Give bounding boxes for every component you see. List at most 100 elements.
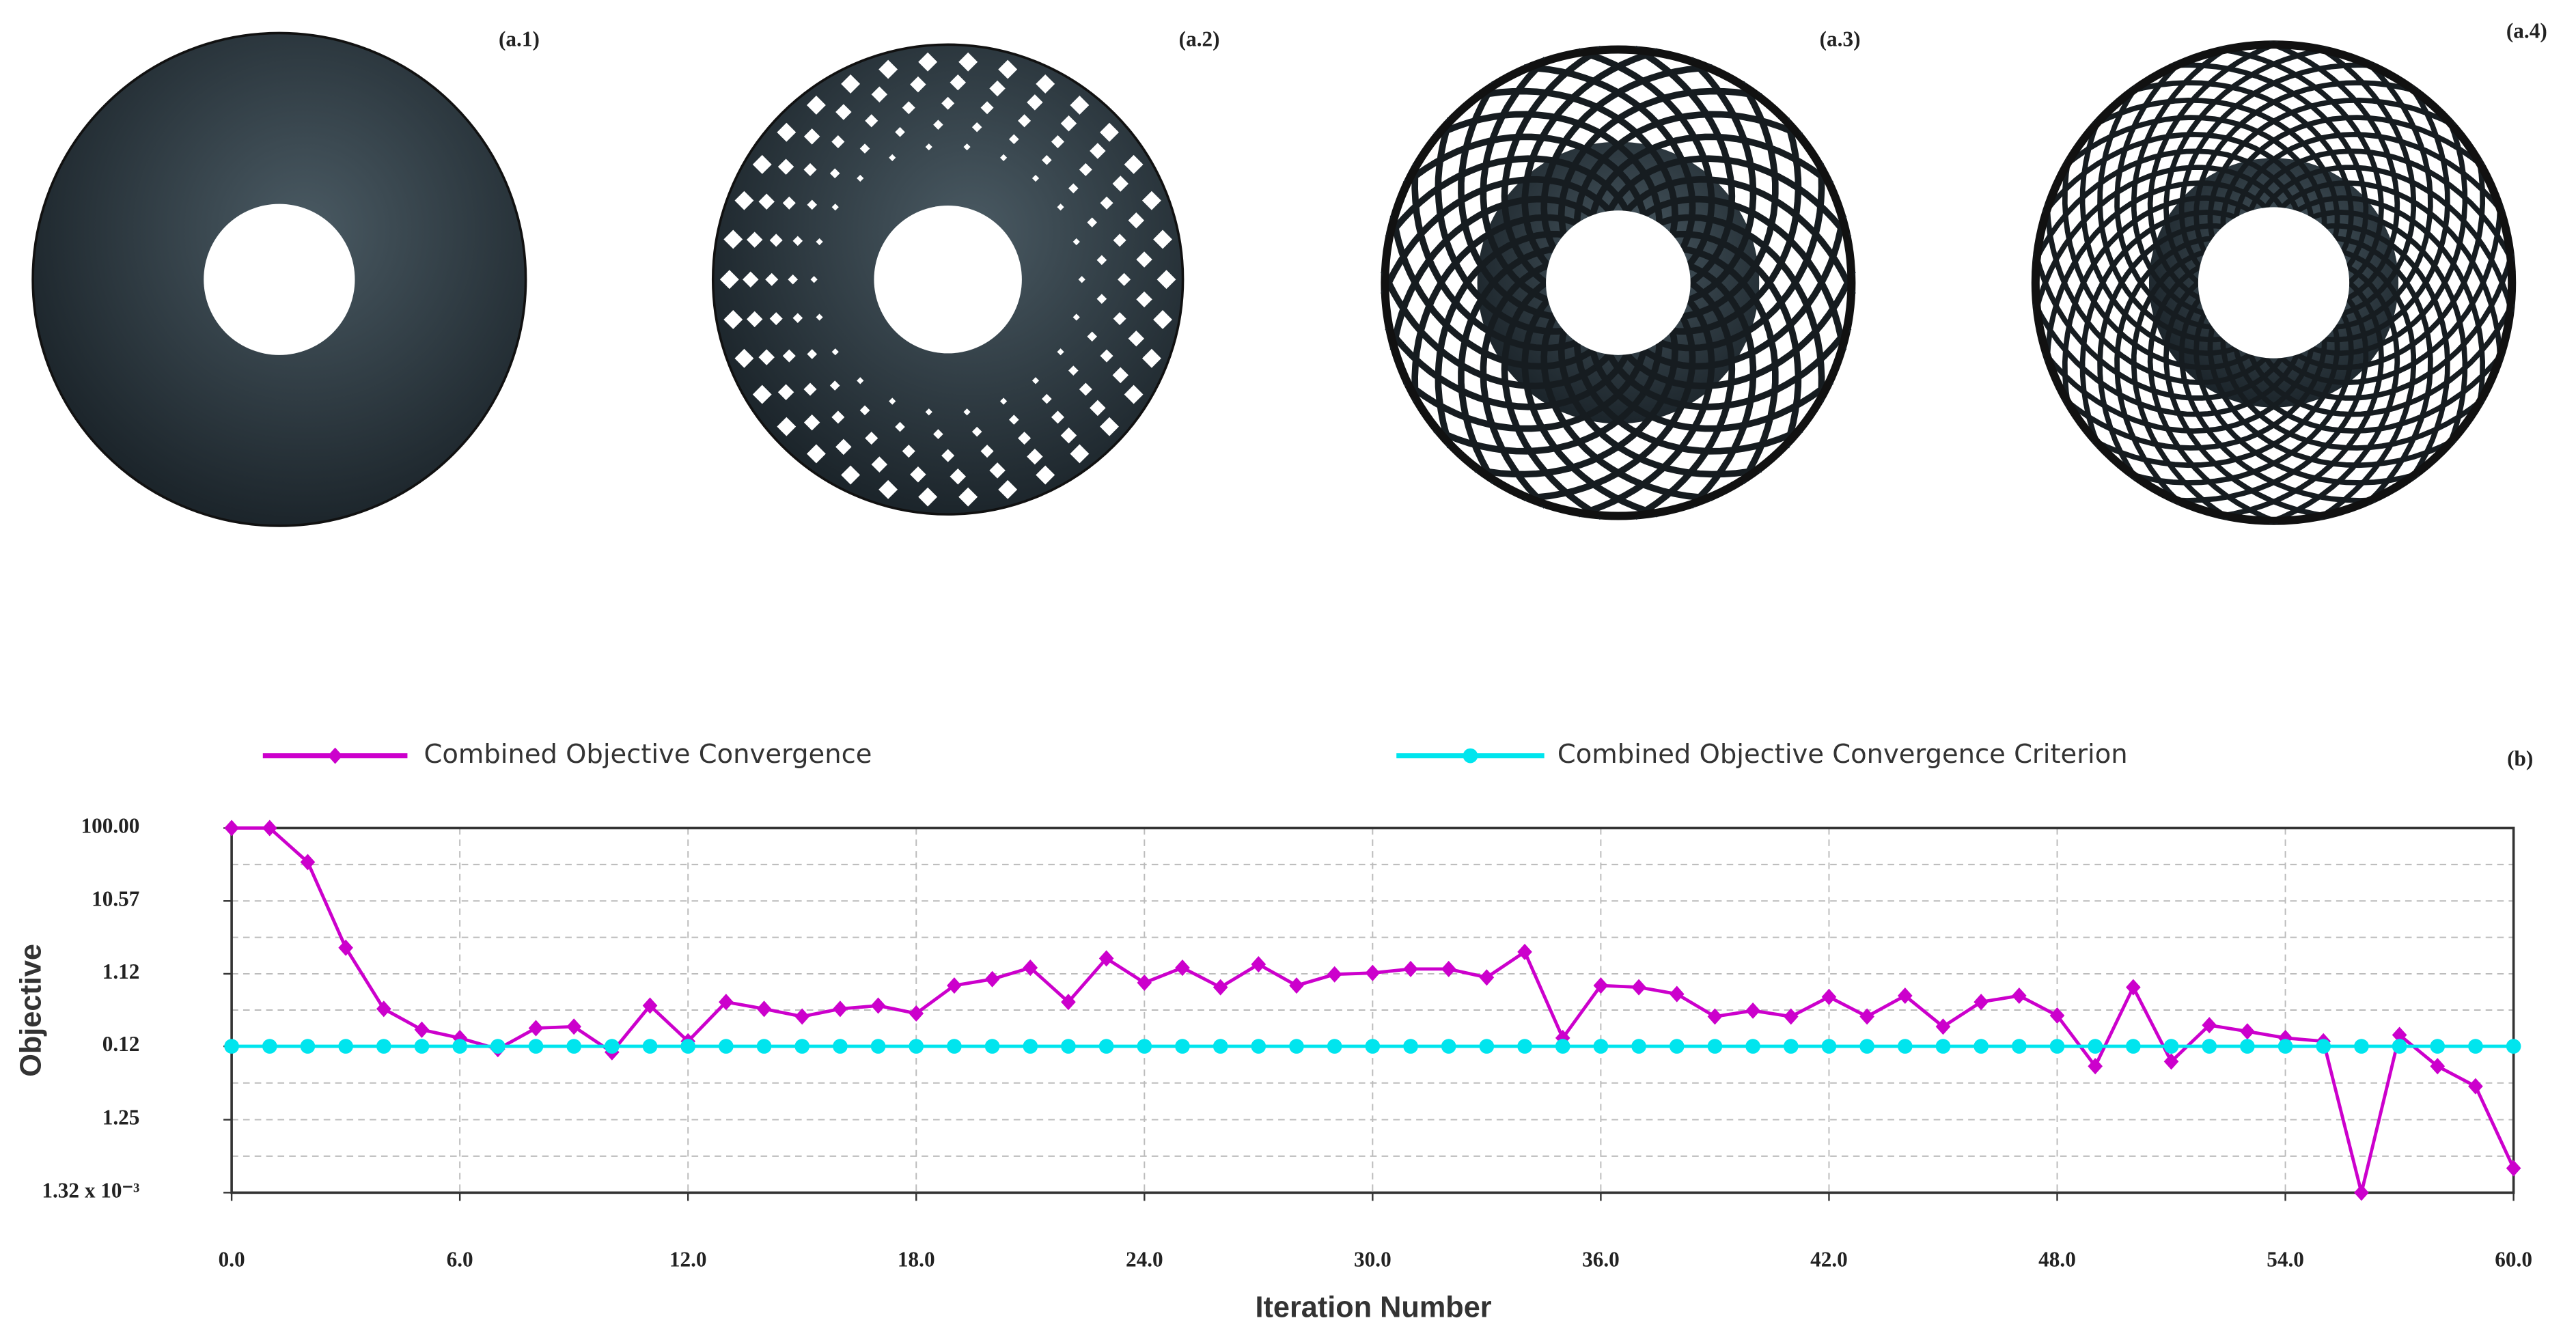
lattice-strut <box>2042 132 2314 219</box>
lattice-strut <box>1480 262 1550 509</box>
hole <box>1128 330 1145 347</box>
point <box>2049 1007 2065 1024</box>
point <box>1783 1008 1799 1025</box>
x-tick-label: 54.0 <box>2267 1248 2304 1272</box>
lattice-strut <box>1589 349 1834 432</box>
hole <box>1018 114 1031 128</box>
hole <box>829 380 840 391</box>
lattice-strut <box>1672 117 1802 335</box>
point <box>1479 969 1495 986</box>
hole <box>1087 217 1098 227</box>
lattice-strut <box>2233 347 2506 434</box>
hole <box>1060 427 1077 444</box>
point <box>1289 1039 1304 1054</box>
point <box>2277 1039 2293 1054</box>
lattice-strut <box>2324 84 2450 343</box>
hole <box>971 426 982 437</box>
x-tick-label: 30.0 <box>1354 1248 1391 1272</box>
lattice-strut <box>1606 325 1852 410</box>
point <box>642 1039 658 1054</box>
point <box>1023 1039 1038 1054</box>
point <box>1593 1039 1609 1054</box>
hole <box>746 311 763 328</box>
x-tick-label: 24.0 <box>1126 1248 1163 1272</box>
point <box>1403 960 1418 977</box>
point <box>1061 994 1076 1011</box>
lattice-strut <box>1521 298 1659 518</box>
point <box>680 1039 696 1054</box>
point <box>833 1000 848 1018</box>
point <box>1251 956 1266 973</box>
lattice-strut <box>1687 57 1757 303</box>
point <box>1973 994 1989 1011</box>
disk-bore <box>874 205 1022 354</box>
lattice-strut <box>2097 223 2224 481</box>
lattice-strut <box>1540 315 1713 501</box>
point <box>2430 1039 2446 1054</box>
point <box>1897 1039 1913 1054</box>
point <box>1098 1039 1114 1054</box>
point <box>1251 1039 1266 1054</box>
lattice-strut <box>1435 231 1565 449</box>
point <box>794 1039 810 1054</box>
point <box>1479 1039 1495 1054</box>
point <box>870 1039 886 1054</box>
point <box>2163 1039 2179 1054</box>
hole <box>777 384 794 400</box>
hole <box>1009 415 1019 425</box>
lattice-strut <box>2317 44 2416 316</box>
legend-label: Combined Objective Convergence <box>424 739 872 770</box>
y-tick-label: 0.12 <box>102 1032 140 1056</box>
point <box>1593 977 1609 994</box>
point <box>1783 1039 1799 1054</box>
hole <box>782 349 796 363</box>
point <box>1859 1008 1874 1025</box>
point <box>2012 1039 2027 1054</box>
point <box>1213 1039 1228 1054</box>
point <box>1023 960 1038 977</box>
lattice-strut <box>2044 180 2268 362</box>
lattice-strut <box>2032 148 2300 264</box>
hole <box>788 274 799 285</box>
point <box>605 1039 620 1054</box>
hole <box>1018 432 1031 445</box>
hole <box>871 456 888 473</box>
point <box>1327 966 1342 983</box>
hole <box>1090 143 1106 159</box>
point <box>2012 987 2027 1005</box>
hole <box>758 193 775 210</box>
lattice-strut <box>1577 48 1715 268</box>
lattice-strut <box>2114 236 2213 506</box>
hole <box>829 168 840 179</box>
point <box>1517 943 1532 960</box>
disk-rim <box>1382 46 1855 519</box>
lattice-strut <box>1573 341 1803 455</box>
point <box>2088 1058 2103 1075</box>
point <box>984 1039 1000 1054</box>
lattice-strut <box>2172 62 2369 269</box>
point <box>909 1039 924 1054</box>
lattice-strut <box>2310 117 2468 356</box>
point <box>1098 950 1114 967</box>
panel-label: (b) <box>2507 746 2533 770</box>
x-tick-label: 0.0 <box>219 1248 245 1272</box>
lattice-strut <box>2131 249 2230 521</box>
hole <box>918 487 938 507</box>
lattice-strut <box>1501 280 1604 520</box>
hole <box>1051 410 1065 424</box>
disk-rim <box>2033 42 2515 524</box>
lattice-strut <box>2062 115 2327 227</box>
point <box>2392 1026 2407 1044</box>
hole <box>859 405 870 416</box>
lattice-strut <box>1389 195 1594 351</box>
lattice-strut <box>2218 46 2384 285</box>
y-axis-title: Objective <box>15 944 48 1077</box>
hole <box>1113 234 1126 247</box>
point <box>2506 1039 2521 1054</box>
point <box>719 1039 734 1054</box>
lattice-strut <box>1624 269 1856 390</box>
lattice-strut <box>1433 111 1663 224</box>
hole <box>803 382 817 396</box>
hole <box>758 349 775 365</box>
